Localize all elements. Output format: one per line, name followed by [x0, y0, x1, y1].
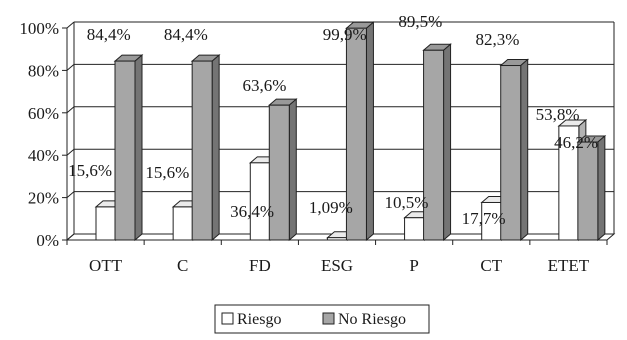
x-category-label: CT [480, 256, 502, 275]
data-label-riesgo: 15,6% [145, 163, 189, 182]
data-label-no-riesgo: 84,4% [164, 25, 208, 44]
bar-front-face [327, 238, 347, 240]
side-wall-line [67, 192, 74, 198]
y-tick-label: 0% [36, 231, 59, 250]
y-tick-label: 60% [28, 104, 59, 123]
legend-label: Riesgo [237, 311, 281, 328]
y-tick-label: 100% [19, 19, 59, 38]
bar-side-face [598, 136, 605, 240]
bar-side-face [444, 44, 451, 240]
bar-front-face [405, 218, 425, 240]
data-label-no-riesgo: 63,6% [243, 76, 287, 95]
data-label-riesgo: 1,09% [309, 198, 353, 217]
bar-front-face [578, 142, 598, 240]
bar-no-riesgo [115, 55, 142, 240]
data-label-riesgo: 36,4% [230, 202, 274, 221]
data-label-riesgo: 17,7% [462, 209, 506, 228]
x-category-label: FD [249, 256, 271, 275]
data-label-no-riesgo: 84,4% [87, 25, 131, 44]
side-wall-line [67, 107, 74, 113]
side-wall-line [67, 64, 74, 70]
legend: Riesgo No Riesgo [215, 305, 429, 333]
bar-side-face [521, 60, 528, 240]
bar-front-face [173, 207, 193, 240]
bar-side-face [366, 22, 373, 240]
legend-label: No Riesgo [338, 311, 406, 328]
bar-front-face [96, 207, 116, 240]
x-category-label: ETET [548, 256, 590, 275]
data-label-riesgo: 15,6% [68, 161, 112, 180]
y-tick-label: 20% [28, 189, 59, 208]
legend-swatch [222, 313, 233, 324]
x-category-label: OTT [89, 256, 123, 275]
side-wall-line [67, 149, 74, 155]
data-label-no-riesgo: 99,9% [323, 25, 367, 44]
legend-swatch [323, 313, 334, 324]
bar-side-face [289, 99, 296, 240]
bar-front-face [192, 61, 212, 240]
bar-no-riesgo [192, 55, 219, 240]
x-category-label: ESG [321, 256, 353, 275]
bar-front-face [115, 61, 135, 240]
bar-side-face [212, 55, 219, 240]
data-label-riesgo: 53,8% [536, 105, 580, 124]
y-tick-label: 40% [28, 146, 59, 165]
data-label-riesgo: 10,5% [384, 193, 428, 212]
y-tick-label: 80% [28, 61, 59, 80]
data-label-no-riesgo: 82,3% [475, 30, 519, 49]
data-label-no-riesgo: 89,5% [398, 12, 442, 31]
side-wall-line [67, 22, 74, 28]
data-label-no-riesgo: 46,2% [554, 133, 598, 152]
bar-side-face [135, 55, 142, 240]
x-category-label: C [177, 256, 188, 275]
x-category-label: P [409, 256, 418, 275]
